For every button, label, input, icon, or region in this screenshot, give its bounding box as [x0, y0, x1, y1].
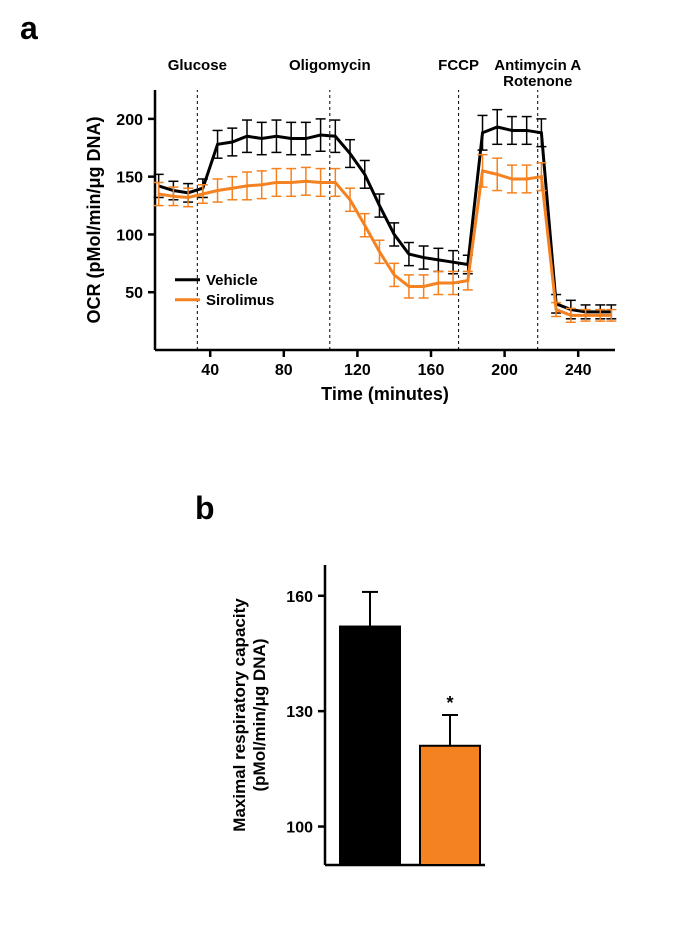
svg-text:200: 200	[116, 112, 143, 129]
svg-text:Sirolimus: Sirolimus	[206, 292, 274, 309]
ocr-time-chart: 40 80 120 160 200 240 50 100 150 200 Glucose Oligom…	[60, 40, 650, 430]
svg-text:Vehicle: Vehicle	[206, 272, 258, 289]
svg-text:80: 80	[275, 362, 293, 379]
svg-text:240: 240	[565, 362, 592, 379]
svg-text:130: 130	[286, 704, 313, 721]
svg-text:Rotenone: Rotenone	[503, 73, 572, 90]
panel-a-label: a	[20, 10, 38, 47]
svg-text:Maximal respiratory capacity: Maximal respiratory capacity	[230, 598, 249, 832]
svg-text:Antimycin A: Antimycin A	[494, 57, 581, 74]
svg-text:Time (minutes): Time (minutes)	[321, 384, 449, 404]
svg-text:40: 40	[201, 362, 219, 379]
svg-text:160: 160	[418, 362, 445, 379]
svg-text:150: 150	[116, 170, 143, 187]
svg-text:Glucose: Glucose	[168, 57, 227, 74]
svg-text:(pMol/min/μg DNA): (pMol/min/μg DNA)	[250, 639, 269, 792]
max-resp-bar-chart: 100 130 160 * Maximal respiratory capacity(p…	[210, 520, 510, 910]
svg-text:100: 100	[116, 227, 143, 244]
svg-text:*: *	[446, 693, 453, 713]
svg-text:160: 160	[286, 589, 313, 606]
svg-text:FCCP: FCCP	[438, 57, 479, 74]
svg-text:200: 200	[491, 362, 518, 379]
svg-text:50: 50	[125, 285, 143, 302]
svg-text:100: 100	[286, 820, 313, 837]
svg-text:Oligomycin: Oligomycin	[289, 57, 371, 74]
svg-text:OCR (pMol/min/μg DNA): OCR (pMol/min/μg DNA)	[84, 117, 104, 324]
svg-text:120: 120	[344, 362, 371, 379]
